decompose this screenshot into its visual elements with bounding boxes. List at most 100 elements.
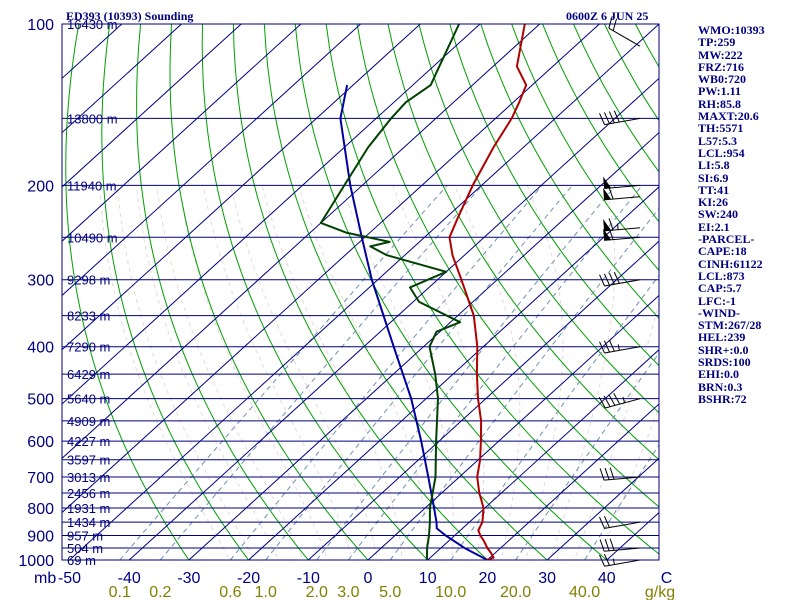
temperature-tick-label: 0 (364, 570, 373, 587)
stability-index-line: SI:6.9 (698, 170, 729, 185)
wind-barbs (598, 16, 641, 567)
isotherm (0, 0, 29, 571)
mixing-ratio-label: 0.2 (149, 584, 171, 600)
temperature-tick-label: -30 (177, 570, 200, 587)
stability-index-line: EI:2.1 (698, 219, 730, 234)
temperature-tick-label: -50 (58, 570, 81, 587)
temperature-tick-label: -20 (237, 570, 260, 587)
mixing-ratio-line (316, 185, 616, 560)
isotherm (128, 77, 659, 560)
height-label: 5640 m (67, 392, 110, 407)
stability-index-line: MAXT:20.6 (698, 109, 759, 124)
dry-adiabat (232, 24, 489, 560)
moist-adiabat (202, 185, 354, 560)
moist-adiabat (117, 185, 255, 560)
plot-background (62, 24, 659, 560)
wind-barb (599, 339, 641, 354)
station-title: ED393 (10393) Sounding (66, 9, 194, 23)
moist-adiabat (298, 185, 428, 560)
stability-index-line: SW:240 (698, 207, 739, 222)
temperature-tick-label: 10 (419, 570, 437, 587)
dewpoint-curve (319, 24, 462, 560)
grid-lines (0, 0, 659, 571)
height-label: 13800 m (67, 111, 118, 126)
dry-adiabat (511, 24, 659, 272)
wind-barb (598, 393, 641, 409)
mixing-ratio-label: 3.0 (337, 584, 359, 600)
stability-index-line: WB0:720 (698, 72, 746, 87)
height-label: 10490 m (67, 230, 118, 245)
stability-index-line: PW:1.11 (698, 84, 742, 99)
wind-barb (599, 538, 641, 552)
pressure-unit-label: mb (34, 570, 56, 587)
height-label: 16430 m (67, 17, 118, 32)
temperature-tick-label: C (661, 570, 673, 587)
temperature-tick-label: -40 (118, 570, 141, 587)
stability-index-line: LI:5.8 (698, 158, 730, 173)
stability-index-line: CAP:5.7 (698, 281, 742, 296)
isotherm (426, 349, 659, 560)
stability-index-line: TP:259 (698, 35, 736, 50)
isotherm (62, 24, 183, 134)
wind-barb (599, 516, 641, 529)
dry-adiabat (449, 24, 659, 367)
mixing-ratio-label: 1.0 (255, 584, 277, 600)
height-label: 9298 m (67, 273, 110, 288)
temperature-tick-label: 20 (479, 570, 497, 587)
isotherm (62, 24, 242, 188)
moist-adiabat (392, 185, 485, 560)
wind-barb (599, 110, 641, 126)
height-label: 11940 m (67, 178, 117, 193)
stability-index-line: TH:5571 (698, 121, 744, 136)
height-label: 957 m (67, 528, 103, 543)
dry-adiabat (418, 24, 659, 414)
mixing-ratio-line (584, 444, 659, 560)
stability-index-line: EHI:0.0 (698, 367, 740, 382)
moist-adiabat (156, 185, 304, 560)
pressure-tick-label: 800 (27, 501, 54, 518)
height-label: 69 m (67, 553, 96, 568)
temperature-tick-label: 40 (598, 570, 616, 587)
stability-indices-panel: WMO:10393 TP:259 MW:222 FRZ:716 WB0:720 PW:1.… (698, 24, 798, 406)
isotherm (62, 24, 541, 459)
stability-index-line: FRZ:716 (698, 59, 744, 74)
isotherm (247, 186, 659, 560)
moist-adiabat (230, 185, 378, 560)
dry-adiabat (201, 24, 429, 560)
isotherm (62, 24, 422, 351)
height-label: 4227 m (67, 434, 110, 449)
isotherm (486, 403, 659, 560)
mixing-ratio-label: 0.1 (109, 584, 131, 600)
mixing-ratio-label: 40.0 (569, 584, 600, 600)
height-label: 3597 m (67, 453, 110, 468)
pressure-tick-label: 200 (27, 178, 54, 195)
isotherm (546, 457, 659, 560)
dry-adiabat (263, 24, 548, 560)
wind-barb (603, 187, 641, 201)
dry-adiabat (480, 24, 659, 319)
pressure-tick-label: 100 (27, 17, 54, 34)
temperature-curve (448, 24, 528, 560)
pressure-tick-label: 400 (27, 340, 54, 357)
height-label: 4909 m (67, 414, 110, 429)
dry-adiabat (101, 24, 250, 560)
wind-barb (603, 227, 641, 241)
isotherm (367, 294, 659, 560)
moist-adiabat (99, 185, 231, 560)
mixing-ratio-label: 0.6 (219, 584, 241, 600)
stability-index-line: SHR+:0.0 (698, 342, 749, 357)
parcel-curve (339, 84, 488, 560)
sounding-profiles (319, 24, 528, 560)
isotherm (62, 24, 302, 242)
stability-index-line: LFC:-1 (698, 293, 736, 308)
mixing-ratio-label: 10.0 (435, 584, 466, 600)
height-label: 2456 m (67, 486, 110, 501)
mixing-ratio-label: 2.0 (306, 584, 328, 600)
temperature-tick-label: 30 (538, 570, 556, 587)
moist-adiabat (573, 300, 659, 560)
stability-index-line: MW:222 (698, 47, 743, 62)
stability-index-line: CAPE:18 (698, 244, 747, 259)
moist-adiabat (453, 185, 521, 560)
